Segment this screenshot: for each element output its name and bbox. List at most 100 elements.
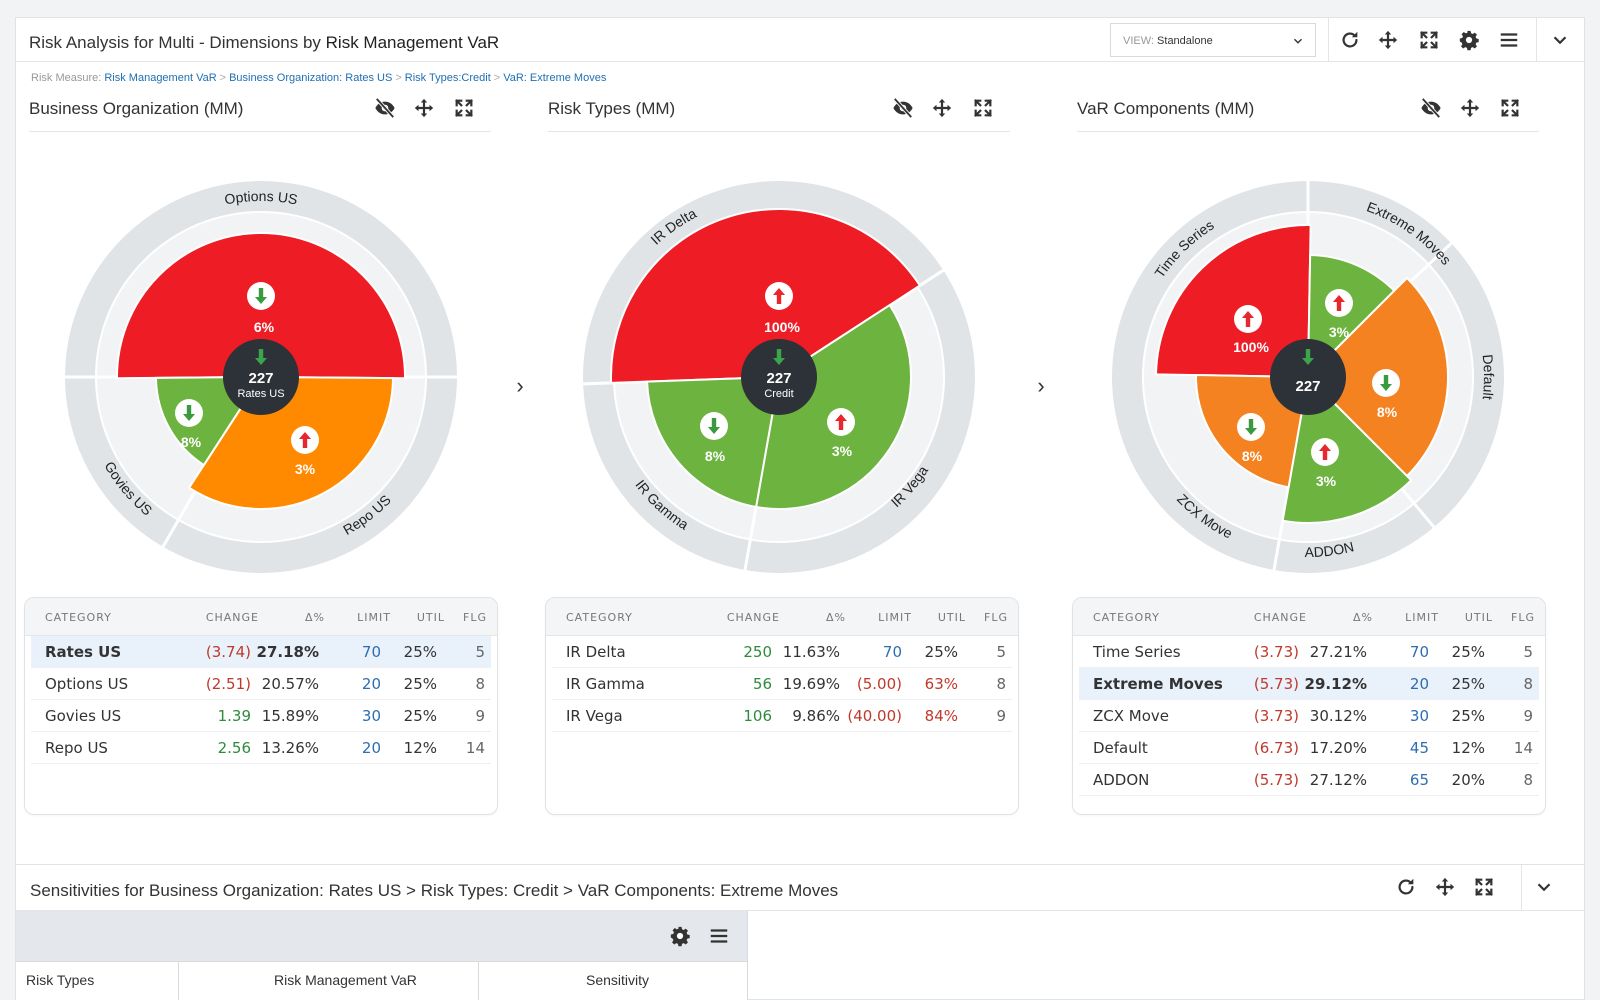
collapse-icon[interactable] [1549, 29, 1571, 51]
wedge[interactable]: 8% [1195, 374, 1310, 489]
table-row[interactable]: ADDON (5.73) 27.12% 65 20% 8 [1079, 764, 1539, 796]
gear-icon[interactable] [1458, 29, 1480, 51]
wedge[interactable]: 8% [646, 375, 781, 509]
column-header[interactable]: LIMIT [1405, 611, 1439, 624]
column-header[interactable]: Risk Types [26, 972, 95, 988]
cell-change: (3.73) [1253, 707, 1299, 725]
refresh-icon[interactable] [1339, 29, 1361, 51]
menu-icon[interactable] [708, 925, 730, 947]
move-icon[interactable] [1434, 876, 1456, 898]
table-row[interactable]: Govies US 1.39 15.89% 30 25% 9 [31, 700, 491, 732]
move-icon[interactable] [1377, 29, 1399, 51]
cell-category: IR Gamma [566, 675, 645, 693]
table-row[interactable]: IR Delta 250 11.63% 70 25% 5 [552, 636, 1012, 668]
wedge[interactable]: 8% [1306, 276, 1449, 478]
cell-change: (5.73) [1253, 675, 1299, 693]
column-header[interactable]: FLG [463, 611, 487, 624]
cell-category: Extreme Moves [1093, 675, 1223, 693]
wedge[interactable]: 6% [116, 232, 406, 380]
chevron-right-icon[interactable]: › [516, 373, 524, 398]
cell-util: 25% [1451, 643, 1485, 661]
grid-header: Risk Types Risk Management VaR Sensitivi… [16, 961, 748, 1000]
column-header[interactable]: CATEGORY [566, 611, 633, 624]
hide-icon[interactable] [1420, 97, 1442, 119]
wedge-label: 3% [1316, 473, 1337, 489]
center-value: 227 [1295, 378, 1320, 395]
divider [478, 962, 479, 1000]
table-row[interactable]: Default (6.73) 17.20% 45 12% 14 [1079, 732, 1539, 764]
hide-icon[interactable] [374, 97, 396, 119]
column-header[interactable]: CATEGORY [1093, 611, 1160, 624]
column-header[interactable]: UTIL [416, 611, 445, 624]
collapse-icon[interactable] [1533, 876, 1555, 898]
table-row[interactable]: Options US (2.51) 20.57% 20 25% 8 [31, 668, 491, 700]
column-header[interactable]: Δ% [305, 611, 325, 624]
breadcrumb-link[interactable]: Business Organization: Rates US [229, 72, 393, 84]
menu-icon[interactable] [1498, 29, 1520, 51]
move-icon[interactable] [413, 97, 435, 119]
column-header[interactable]: Risk Management VaR [274, 972, 417, 988]
center-label: Rates US [237, 388, 284, 400]
wedge[interactable]: 100% [610, 208, 922, 384]
table-row[interactable]: Repo US 2.56 13.26% 20 12% 14 [31, 732, 491, 764]
breadcrumb-link[interactable]: Risk Management VaR [104, 72, 217, 84]
cell-pct: 27.12% [1309, 771, 1367, 789]
column-header[interactable]: Δ% [826, 611, 846, 624]
column-header[interactable]: LIMIT [357, 611, 391, 624]
var-components-table: CATEGORY CHANGE Δ% LIMIT UTIL FLG Time Series (… [1072, 597, 1546, 815]
table-row[interactable]: IR Gamma 56 19.69% (5.00) 63% 8 [552, 668, 1012, 700]
arrow-down-icon [175, 399, 203, 427]
cell-flg: 5 [996, 643, 1006, 661]
refresh-icon[interactable] [1395, 876, 1417, 898]
move-icon[interactable] [931, 97, 953, 119]
divider [1536, 18, 1537, 62]
column-header[interactable]: UTIL [937, 611, 966, 624]
table-row[interactable]: Extreme Moves (5.73) 29.12% 20 25% 8 [1079, 668, 1539, 700]
column-header[interactable]: FLG [1511, 611, 1535, 624]
cell-util: 84% [924, 707, 958, 725]
gear-icon[interactable] [669, 925, 691, 947]
wedge[interactable]: 3% [754, 303, 912, 510]
cell-flg: 14 [1513, 739, 1533, 757]
wedge[interactable]: 100% [1155, 224, 1312, 379]
breadcrumb-link[interactable]: VaR: Extreme Moves [503, 72, 607, 84]
wedge-label: 8% [181, 434, 202, 450]
move-icon[interactable] [1459, 97, 1481, 119]
table-row[interactable]: Rates US (3.74) 27.18% 70 25% 5 [31, 636, 491, 668]
cell-limit: 30 [1409, 707, 1429, 725]
wedge-label: 8% [1242, 448, 1263, 464]
center-total[interactable]: 227 [1270, 339, 1346, 415]
wedge-label: 8% [1377, 404, 1398, 420]
column-header[interactable]: UTIL [1464, 611, 1493, 624]
expand-icon[interactable] [1499, 97, 1521, 119]
breadcrumb-link[interactable]: Risk Types:Credit [404, 72, 491, 84]
ring-label[interactable]: Default [1480, 354, 1497, 401]
expand-icon[interactable] [1418, 29, 1440, 51]
column-header[interactable]: CHANGE [726, 611, 780, 624]
hide-icon[interactable] [892, 97, 914, 119]
expand-icon[interactable] [453, 97, 475, 119]
column-header[interactable]: CHANGE [205, 611, 259, 624]
chevron-right-icon[interactable]: › [1037, 373, 1045, 398]
column-header[interactable]: CHANGE [1253, 611, 1307, 624]
column-header[interactable]: FLG [984, 611, 1008, 624]
table-row[interactable]: Time Series (3.73) 27.21% 70 25% 5 [1079, 636, 1539, 668]
column-header[interactable]: LIMIT [878, 611, 912, 624]
cell-category: Rates US [45, 643, 122, 661]
ring-label[interactable]: Options US [223, 188, 299, 208]
wedge-label: 100% [764, 319, 800, 335]
column-header[interactable]: CATEGORY [45, 611, 112, 624]
table-row[interactable]: ZCX Move (3.73) 30.12% 30 25% 9 [1079, 700, 1539, 732]
arrow-up-icon [291, 426, 319, 454]
view-select[interactable]: VIEW: Standalone [1110, 23, 1316, 57]
column-header[interactable]: Δ% [1353, 611, 1373, 624]
expand-icon[interactable] [972, 97, 994, 119]
table-row[interactable]: IR Vega 106 9.86% (40.00) 84% 9 [552, 700, 1012, 732]
expand-icon[interactable] [1473, 876, 1495, 898]
column-header[interactable]: Sensitivity [586, 972, 650, 988]
